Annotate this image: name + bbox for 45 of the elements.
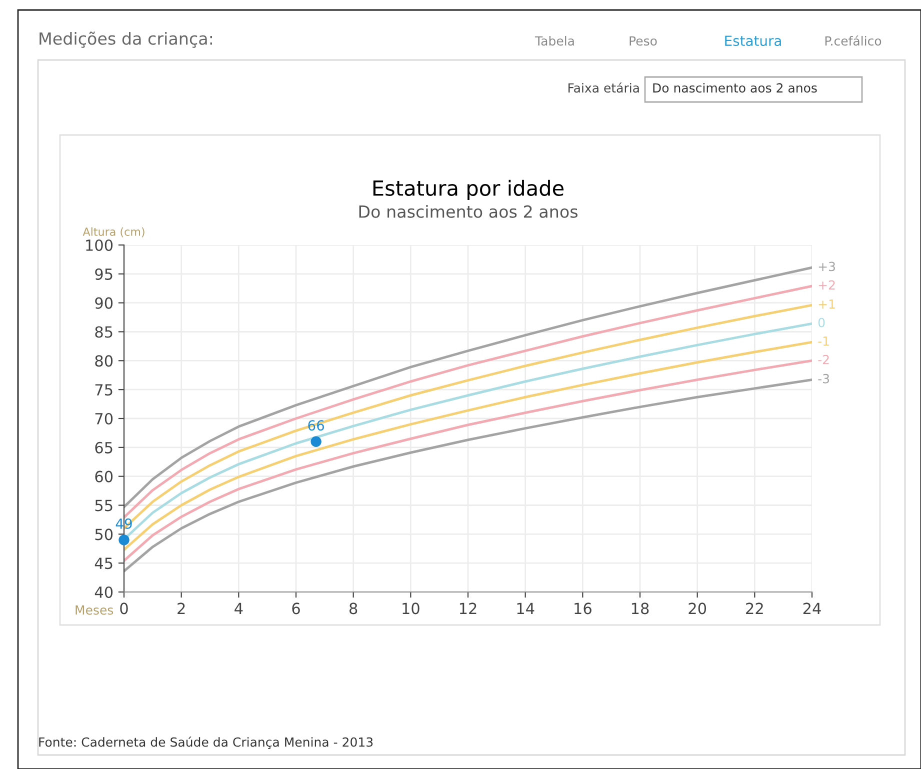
text: Estatura (725, 36, 781, 46)
x-tick-label: 14 (517, 602, 534, 614)
source-note: Fonte: Caderneta de Saúde da Criança Menina - 2013 (39, 736, 373, 750)
text: Peso (630, 36, 657, 46)
x-tick-label: 24 (803, 602, 821, 614)
series-label: +3 (818, 262, 835, 272)
y-tick-label: 95 (95, 268, 112, 280)
y-axis-title: Altura (cm) (82, 227, 144, 238)
x-tick-label: 4 (234, 602, 243, 614)
y-tick-label: 60 (95, 470, 113, 482)
series-label: +1 (818, 299, 835, 309)
x-tick-label: 22 (746, 602, 763, 614)
series-label: +2 (818, 280, 835, 290)
chart-subtitle: Do nascimento aos 2 anos (359, 205, 578, 218)
y-tick-label: 45 (94, 558, 112, 570)
series-label: 0 (818, 318, 825, 328)
series-label: -1 (818, 336, 829, 346)
text: Medições da criança: (40, 32, 212, 48)
y-tick-label: 70 (95, 412, 113, 425)
y-tick-label: 85 (95, 326, 112, 338)
x-tick-label: 0 (120, 602, 128, 614)
y-tick-label: 50 (95, 528, 113, 540)
x-axis-title: Meses (76, 605, 114, 615)
text: Tabela (534, 36, 574, 46)
x-tick-label: 18 (632, 602, 649, 614)
y-tick-label: 100 (86, 239, 113, 252)
series-label: -2 (818, 354, 829, 364)
chart-title: Estatura por idade (373, 180, 564, 200)
y-tick-label: 55 (95, 500, 112, 512)
y-tick-label: 65 (95, 442, 112, 454)
y-tick-label: 90 (95, 297, 113, 309)
y-tick-label: 75 (95, 384, 112, 396)
x-tick-label: 12 (460, 602, 476, 614)
x-tick-label: 16 (574, 602, 592, 614)
text: Do nascimento aos 2 anos (653, 82, 817, 93)
text: Faixa etária (568, 82, 639, 93)
y-tick-label: 40 (94, 586, 113, 598)
x-tick-label: 6 (292, 602, 300, 614)
series-label: -3 (818, 374, 830, 384)
x-tick-label: 10 (402, 602, 420, 614)
x-tick-label: 2 (178, 602, 185, 614)
y-tick-label: 80 (95, 355, 113, 367)
x-tick-label: 20 (688, 602, 706, 614)
text: P.cefálico (825, 35, 882, 46)
x-tick-label: 8 (350, 602, 358, 614)
